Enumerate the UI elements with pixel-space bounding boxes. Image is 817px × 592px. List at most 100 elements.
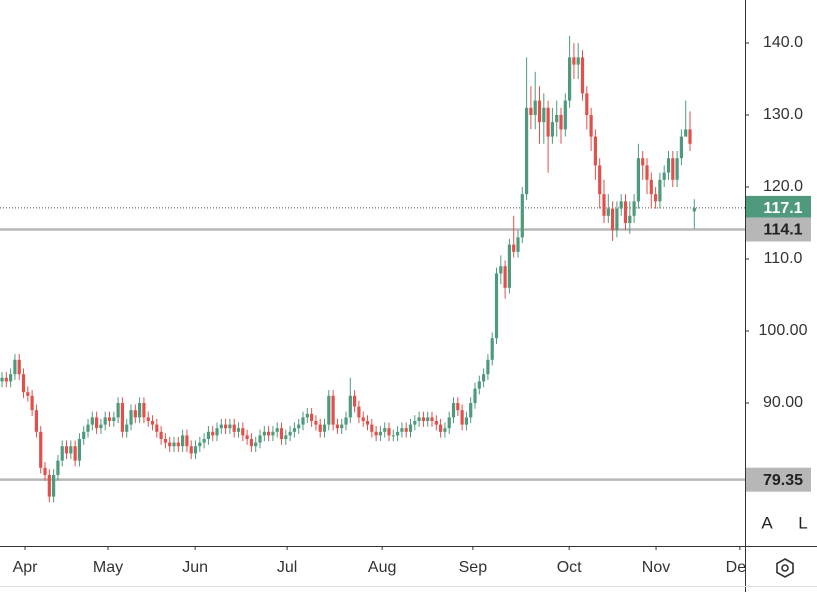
candle-body [473, 388, 477, 404]
candle-body [236, 428, 241, 432]
candle-body [353, 395, 357, 407]
candle-body [439, 424, 443, 432]
y-tick-label: 140.0 [763, 34, 803, 51]
settings-icon-center [781, 564, 789, 572]
candle-body [21, 374, 26, 393]
candle-body [305, 413, 309, 418]
candle-body [107, 417, 112, 422]
candle-body [125, 424, 129, 432]
candle-body [658, 179, 662, 202]
candle-body [688, 129, 692, 144]
x-tick-label: Oct [557, 559, 582, 576]
candle-body [60, 446, 64, 461]
candle-body [645, 165, 649, 180]
candle-body [671, 158, 675, 180]
candle-body [0, 377, 4, 382]
candle-body [271, 431, 275, 436]
candle-body [611, 208, 615, 231]
candle-body [172, 442, 176, 447]
candle-body [189, 446, 193, 454]
candle-body [4, 377, 8, 382]
candle-body [193, 446, 198, 454]
candle-body [482, 374, 486, 382]
candle-body [52, 475, 56, 497]
candle-body [215, 428, 219, 436]
candle-body [641, 158, 645, 166]
candle-body [99, 424, 103, 429]
candle-body [559, 114, 563, 130]
candle-body [456, 403, 460, 411]
candle-body [34, 410, 39, 432]
candle-body [47, 475, 51, 497]
candle-body [477, 381, 481, 389]
candle-body [580, 57, 585, 94]
candle-body [533, 100, 537, 115]
candle-body [297, 424, 301, 429]
candle-body [542, 107, 546, 123]
candle-body [95, 417, 99, 429]
candle-body [503, 266, 507, 288]
x-tick-label: Dec [726, 559, 754, 576]
candle-body [228, 424, 232, 429]
candle-body [512, 244, 516, 252]
candle-body [77, 439, 82, 461]
candle-body [262, 431, 266, 436]
candle-body [469, 403, 473, 418]
candle-body [606, 208, 610, 216]
candle-body [507, 244, 512, 288]
candle-body [460, 410, 464, 425]
candle-body [17, 359, 21, 375]
candle-body [82, 431, 86, 440]
candle-body [555, 114, 559, 123]
candle-body [615, 208, 619, 231]
candle-body [310, 413, 314, 422]
y-tick-label: 90.00 [763, 394, 803, 411]
candle-body [692, 207, 696, 212]
candle-body [378, 431, 383, 436]
candle-body [112, 417, 116, 422]
candle-body [649, 179, 653, 195]
x-tick-label: May [93, 559, 123, 576]
candle-body [486, 359, 490, 375]
candle-body [684, 129, 688, 137]
candle-body [267, 431, 271, 436]
candle-body [490, 338, 494, 360]
x-tick-label: Jun [182, 559, 208, 576]
candle-body [408, 424, 413, 432]
candle-body [43, 467, 47, 476]
candle-body [537, 100, 542, 123]
candle-body [666, 158, 671, 173]
candle-body [13, 359, 17, 375]
candle-body [520, 194, 524, 238]
candle-body [391, 435, 395, 437]
candle-body [546, 107, 550, 137]
candle-body [9, 374, 13, 382]
candle-body [619, 201, 623, 209]
candle-body [654, 194, 658, 202]
candle-body [241, 428, 245, 436]
settings-icon[interactable] [776, 558, 794, 578]
candle-body [387, 428, 391, 436]
candle-body [73, 446, 77, 461]
candle-body [357, 406, 361, 418]
candle-body [675, 158, 679, 180]
axis-button[interactable]: A [761, 513, 773, 532]
x-tick-label: Jul [277, 559, 297, 576]
candle-body [464, 417, 469, 425]
candle-body [426, 417, 430, 422]
candle-body [322, 424, 327, 432]
x-tick-label: Nov [642, 559, 670, 576]
candle-body [516, 237, 520, 252]
candle-body [374, 431, 378, 436]
candle-body [181, 435, 185, 447]
candle-body [301, 417, 305, 425]
candle-body [576, 57, 580, 65]
candle-body [224, 424, 228, 429]
candle-body [525, 107, 529, 195]
axis-button[interactable]: L [798, 513, 807, 532]
candle-body [400, 428, 404, 432]
candle-body [370, 424, 374, 432]
price-label: 114.1 [763, 222, 802, 239]
candle-body [56, 460, 60, 476]
